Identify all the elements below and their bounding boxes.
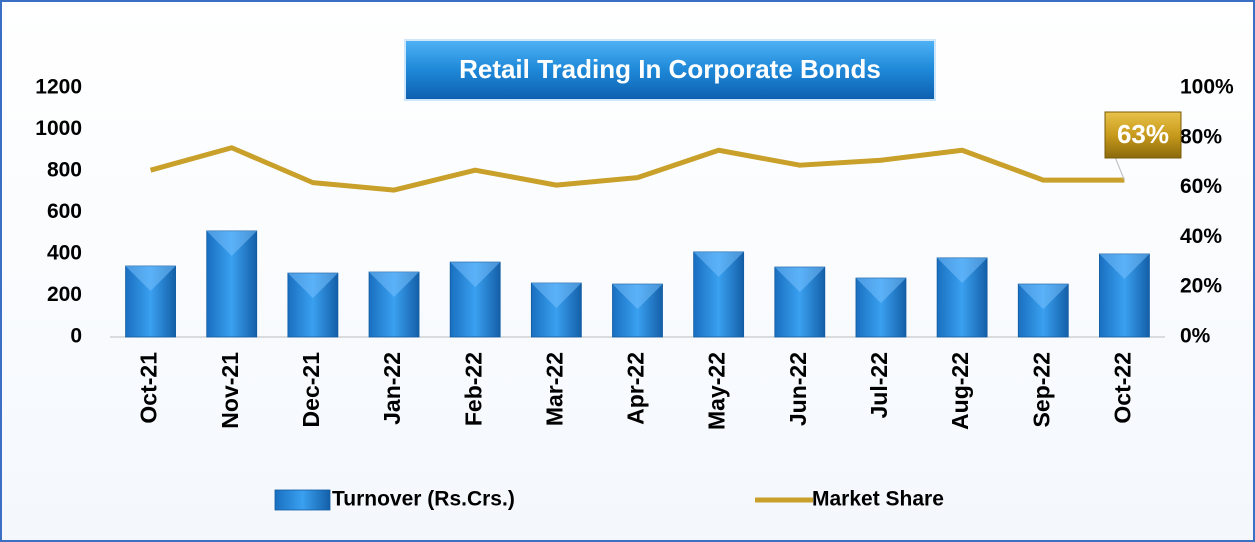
x-tick-label: Mar-22 (541, 352, 567, 426)
y2-tick-label: 0% (1180, 325, 1211, 348)
bar-shade (450, 262, 501, 288)
bar-shade (287, 273, 338, 299)
legend-swatch (274, 489, 331, 511)
x-tick-label: Apr-22 (623, 352, 649, 425)
y-tick-label: 1200 (35, 76, 82, 99)
bar-shade (125, 266, 176, 292)
x-tick-label: Dec-21 (298, 352, 324, 428)
y-tick-label: 1000 (35, 117, 82, 140)
y-tick-label: 600 (47, 200, 82, 223)
chart-title: Retail Trading In Corporate Bonds (459, 54, 881, 84)
bar-shade (369, 272, 420, 298)
y2-tick-label: 60% (1180, 175, 1222, 198)
x-tick-label: Feb-22 (460, 352, 486, 426)
x-tick-label: Jun-22 (785, 352, 811, 426)
y-tick-label: 0 (70, 325, 82, 348)
legend-label: Market Share (812, 488, 944, 511)
callout-box (1104, 111, 1182, 159)
y2-tick-label: 100% (1180, 76, 1234, 99)
y-tick-label: 400 (47, 242, 82, 265)
x-tick-label: Oct-22 (1110, 352, 1136, 424)
y2-tick-label: 20% (1180, 275, 1222, 298)
y2-tick-label: 80% (1180, 125, 1222, 148)
callout-leader (1114, 156, 1125, 181)
title-box (404, 39, 936, 101)
bar-shade (1018, 284, 1069, 310)
bar-shade (774, 267, 825, 293)
line (149, 145, 1125, 193)
y2-tick-label: 40% (1180, 225, 1222, 248)
x-tick-label: Jan-22 (379, 352, 405, 425)
x-tick-label: Nov-21 (217, 352, 243, 429)
bar-shade (531, 283, 582, 309)
x-tick-label: May-22 (704, 352, 730, 430)
y-tick-label: 800 (47, 159, 82, 182)
legend-label: Turnover (Rs.Crs.) (332, 488, 515, 511)
bar-shade (855, 278, 906, 304)
data-label: 63% (1117, 119, 1169, 149)
y-tick-label: 200 (47, 283, 82, 306)
x-tick-label: Aug-22 (947, 352, 973, 430)
bar-shade (1099, 254, 1150, 279)
bar-shade (937, 257, 988, 283)
bar-shade (206, 230, 257, 256)
x-tick-label: Sep-22 (1028, 352, 1054, 427)
bar-shade (612, 284, 663, 310)
bar-shade (693, 251, 744, 277)
x-tick-label: Oct-21 (136, 352, 162, 424)
x-tick-label: Jul-22 (866, 352, 892, 418)
